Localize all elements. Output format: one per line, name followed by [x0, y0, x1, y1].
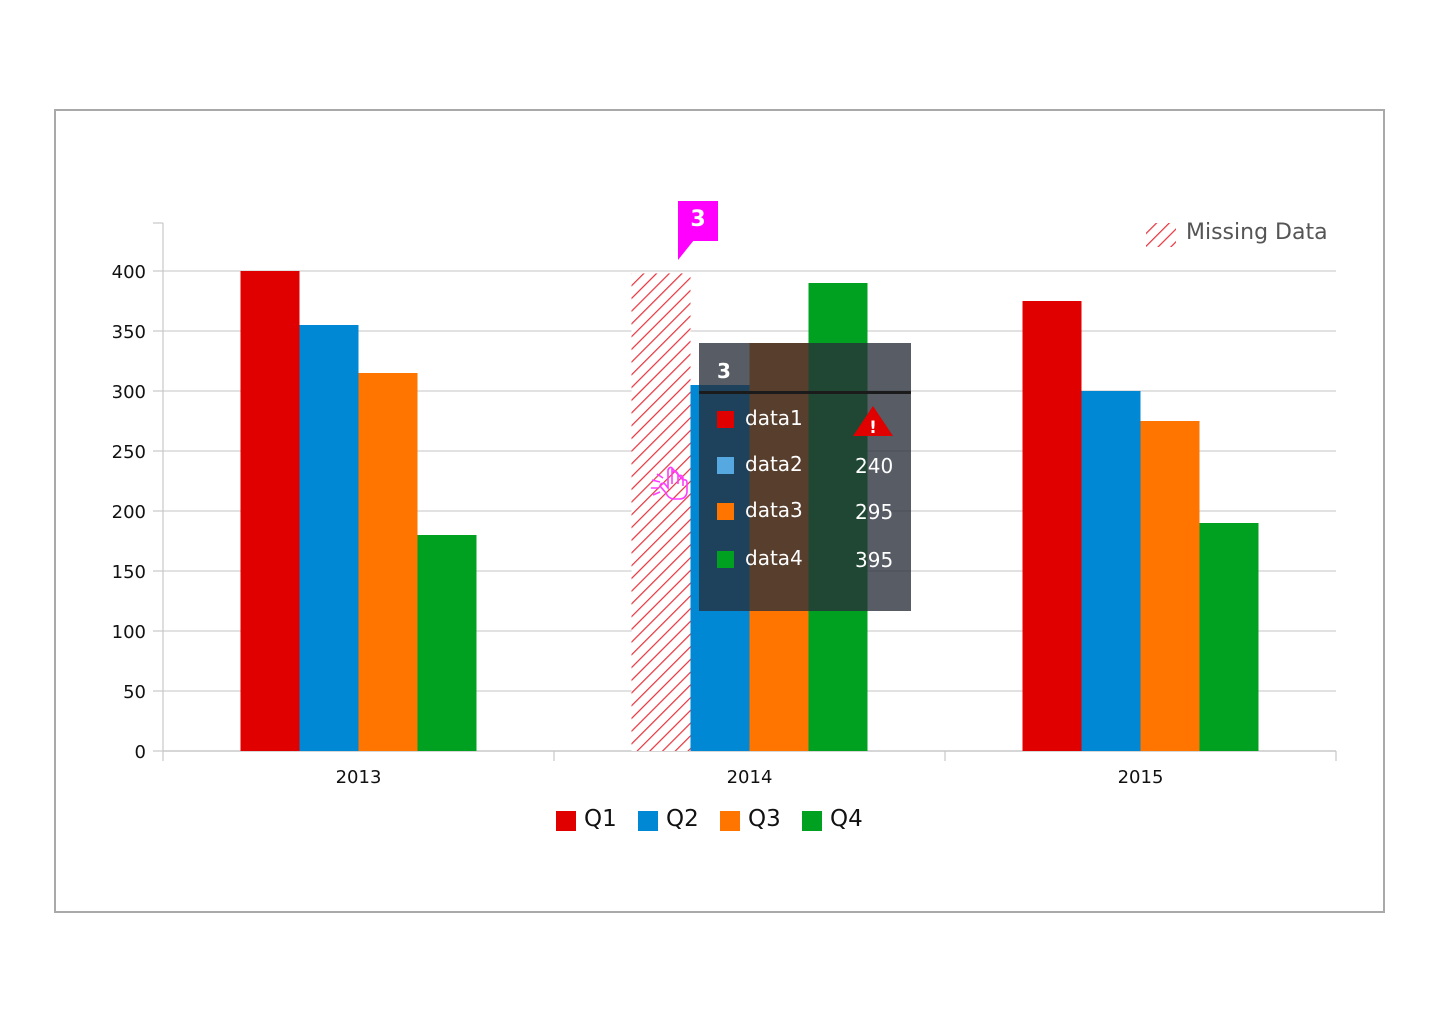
y-tick-label: 250 — [112, 442, 146, 463]
tooltip-swatch — [717, 411, 734, 428]
tooltip-series-name: data4 — [745, 546, 803, 570]
legend-label: Q2 — [666, 806, 699, 832]
hand-pointer-icon — [651, 466, 688, 500]
legend-swatch — [638, 811, 658, 831]
bar-q2-2013 — [299, 325, 359, 751]
y-tick-label: 50 — [123, 682, 146, 703]
y-tick-label: 200 — [112, 502, 146, 523]
missing-data-flag[interactable]: 3 — [678, 201, 718, 241]
tooltip-swatch — [717, 503, 734, 520]
legend-label: Q4 — [830, 806, 863, 832]
legend-label: Q3 — [748, 806, 781, 832]
y-tick-label: 350 — [112, 322, 146, 343]
bar-q3-2015 — [1140, 421, 1200, 751]
tooltip-value: 240 — [855, 454, 894, 478]
tooltip-series-name: data2 — [745, 452, 803, 476]
legend-swatch — [556, 811, 576, 831]
tooltip-row: data4 395 — [717, 546, 907, 573]
y-tick-label: 400 — [112, 262, 146, 283]
tooltip-swatch — [717, 457, 734, 474]
tooltip-title: 3 — [717, 359, 731, 383]
tooltip-row: data2 240 — [717, 452, 907, 479]
x-tick-label: 2013 — [336, 767, 382, 788]
x-tick-label: 2015 — [1118, 767, 1164, 788]
bar-q3-2013 — [358, 373, 418, 751]
bar-q4-2015 — [1199, 523, 1259, 751]
tooltip-row: data3 295 — [717, 498, 907, 525]
missing-data-swatch — [1146, 223, 1176, 247]
legend-label: Q1 — [584, 806, 617, 832]
warning-icon: ! — [853, 406, 893, 438]
tooltip-divider — [699, 391, 911, 394]
legend-swatch — [720, 811, 740, 831]
x-tick-label: 2014 — [727, 767, 773, 788]
tooltip-value: 295 — [855, 500, 894, 524]
y-tick-label: 0 — [135, 742, 146, 763]
bar-q4-2013 — [417, 535, 477, 751]
bar-q2-2015 — [1081, 391, 1141, 751]
tooltip-series-name: data1 — [745, 406, 803, 430]
flag-pointer — [678, 240, 694, 260]
bar-missing-q1-2014 — [631, 273, 691, 751]
tooltip: 3 data1 ! data2 240 data3 295 data4 395 — [699, 343, 911, 611]
y-tick-label: 100 — [112, 622, 146, 643]
y-tick-label: 300 — [112, 382, 146, 403]
tooltip-series-name: data3 — [745, 498, 803, 522]
svg-text:!: ! — [869, 418, 877, 438]
y-tick-label: 150 — [112, 562, 146, 583]
flag-label: 3 — [690, 207, 706, 232]
tooltip-row: data1 ! — [717, 406, 907, 438]
legend-swatch — [802, 811, 822, 831]
bar-q1-2013 — [240, 271, 300, 751]
bar-q1-2015 — [1022, 301, 1082, 751]
tooltip-value: 395 — [855, 548, 894, 572]
tick-labels: 0 50 100 150 200 250 300 350 400 2013 2014 2015 — [112, 262, 1164, 788]
tooltip-swatch — [717, 551, 734, 568]
missing-data-label: Missing Data — [1186, 220, 1328, 245]
